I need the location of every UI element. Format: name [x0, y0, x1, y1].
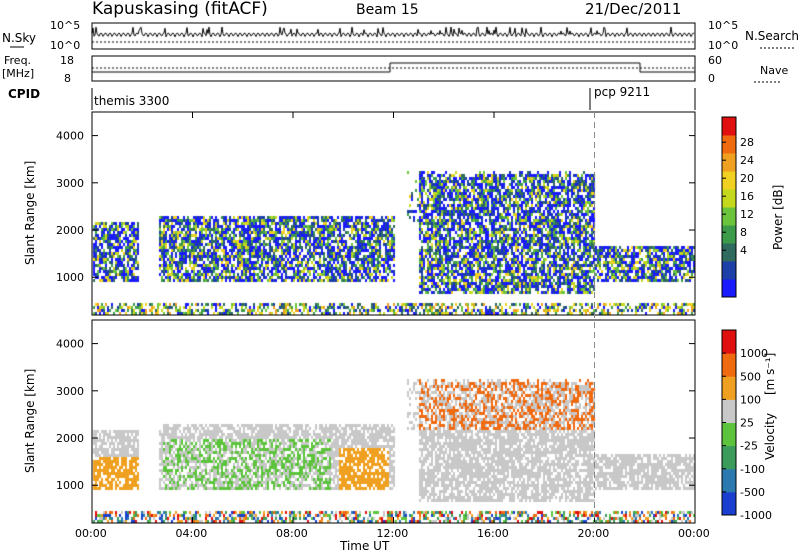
power-colorbar-tick-label: 8	[740, 226, 747, 239]
freq-left-label-2: [MHz]	[2, 67, 34, 80]
freq-right-tick-bottom: 0	[708, 72, 715, 85]
velocity-ylabel: Slant Range [km]	[23, 369, 37, 473]
x-tick-label: 08:00	[276, 527, 308, 540]
velocity-colorbar-segment	[722, 376, 736, 400]
power-colorbar-label: Power [dB]	[771, 185, 785, 250]
noise-right-tick-top: 10^5	[708, 19, 738, 32]
power-colorbar-frame	[721, 116, 737, 298]
power-colorbar-tick-label: 12	[740, 208, 754, 221]
power-colorbar-segment	[722, 135, 736, 154]
velocity-colorbar-segment	[722, 353, 736, 377]
velocity-colorbar-segment	[722, 422, 736, 447]
power-panel-frame	[91, 111, 696, 316]
noise-panel-frame	[91, 22, 696, 50]
velocity-colorbar-segment	[722, 468, 736, 493]
velocity-panel-frame	[91, 319, 696, 524]
freq-right-label: Nave	[760, 64, 788, 77]
y-tick-label: 2000	[56, 224, 84, 237]
velocity-colorbar-tick-label: -500	[740, 486, 765, 499]
date-title: 21/Dec/2011	[585, 0, 681, 18]
power-colorbar-segment	[722, 117, 736, 136]
power-colorbar-segment	[722, 243, 736, 262]
freq-left-label-1: Freq.	[4, 54, 31, 67]
y-tick-label: 4000	[56, 338, 84, 351]
power-ylabel: Slant Range [km]	[23, 161, 37, 265]
noise-left-tick-top: 10^5	[50, 19, 80, 32]
power-colorbar-tick-label: 24	[740, 154, 754, 167]
power-colorbar-tick-label: 20	[740, 172, 754, 185]
station-title: Kapuskasing (fitACF)	[92, 0, 268, 19]
velocity-colorbar-segment	[722, 445, 736, 470]
power-colorbar-tick-label: 28	[740, 136, 754, 149]
x-tick-label: 12:00	[377, 527, 409, 540]
freq-right-tick-top: 60	[708, 54, 722, 67]
power-colorbar-segment	[722, 171, 736, 190]
power-colorbar-segment	[722, 189, 736, 208]
power-colorbar-segment	[722, 153, 736, 172]
noise-right-tick-bottom: 10^0	[708, 39, 738, 52]
y-tick-label: 1000	[56, 271, 84, 284]
x-tick-label: 04:00	[176, 527, 208, 540]
x-axis-label: Time UT	[339, 539, 390, 553]
velocity-colorbar-tick-label: 500	[740, 370, 761, 383]
x-tick-label: 16:00	[477, 527, 509, 540]
y-tick-label: 3000	[56, 385, 84, 398]
power-colorbar-segment	[722, 279, 736, 298]
noise-left-label: N.Sky	[2, 31, 36, 45]
velocity-colorbar-tick-label: -25	[740, 440, 758, 453]
velocity-colorbar-label: Velocity	[763, 413, 777, 460]
velocity-colorbar-segment	[722, 399, 736, 423]
velocity-colorbar-segment	[722, 330, 736, 354]
power-colorbar-tick-label: 4	[740, 244, 747, 257]
y-tick-label: 4000	[56, 130, 84, 143]
velocity-colorbar-tick-label: -1000	[740, 509, 772, 522]
cpid-program-2: pcp 9211	[594, 85, 650, 99]
beam-title: Beam 15	[356, 2, 419, 18]
freq-panel-frame	[91, 55, 696, 82]
power-colorbar-tick-label: 16	[740, 190, 754, 203]
velocity-colorbar-tick-label: -100	[740, 463, 765, 476]
x-tick-label: 00:00	[75, 527, 107, 540]
velocity-colorbar-tick-label: 100	[740, 393, 761, 406]
noise-left-tick-bottom: 10^0	[50, 39, 80, 52]
x-tick-label: 20:00	[578, 527, 610, 540]
velocity-colorbar-unit: [m s⁻¹]	[763, 353, 777, 395]
freq-left-tick-bottom: 8	[64, 72, 71, 85]
freq-left-tick-top: 18	[60, 54, 74, 67]
power-colorbar-segment	[722, 261, 736, 280]
power-colorbar-segment	[722, 207, 736, 226]
power-colorbar-segment	[722, 225, 736, 244]
noise-right-label: N.Search	[745, 29, 799, 43]
cpid-program-1: themis 3300	[94, 94, 169, 108]
y-tick-label: 2000	[56, 432, 84, 445]
cpid-label: CPID	[8, 87, 40, 101]
y-tick-label: 3000	[56, 177, 84, 190]
y-tick-label: 1000	[56, 479, 84, 492]
velocity-colorbar-tick-label: 1000	[740, 347, 768, 360]
velocity-colorbar-tick-label: 25	[740, 417, 754, 430]
velocity-colorbar-segment	[722, 491, 736, 516]
x-tick-label: 00:00	[678, 527, 710, 540]
